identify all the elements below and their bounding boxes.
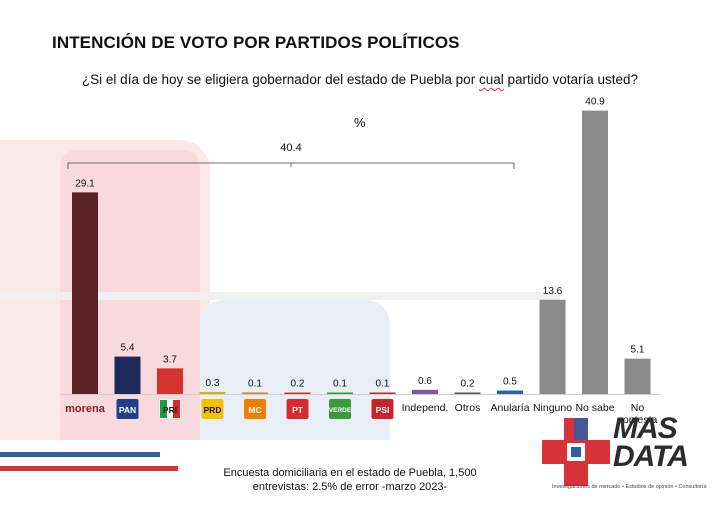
logo-text-pan: PAN [119,405,136,415]
question-text-underlined: cual [478,72,504,87]
logo-prd-icon [201,399,224,419]
bar-1 [114,356,141,394]
bracket-total-label: 40.4 [280,142,301,154]
value-label-8: 0.6 [418,376,432,387]
decorative-blue-stripe [0,452,160,457]
logo-mc-icon [244,399,266,419]
category-label-10: Anularía [490,402,529,414]
logo-text-prd: PRD [204,405,222,415]
bar-0 [72,192,98,394]
value-label-9: 0.2 [461,379,475,390]
brand-tagline: Investigaciones de mercado • Estudios de… [552,484,707,490]
value-label-3: 0.3 [206,378,220,389]
value-label-6: 0.1 [333,379,347,390]
bar-5 [284,392,311,394]
bar-10 [497,390,523,394]
question-text-start: ¿Si el día de hoy se eligiera gobernador… [81,72,479,87]
category-label-12: No sabe [575,402,614,414]
bar-2 [157,368,183,394]
category-label-9: Otros [455,402,481,414]
value-label-10: 0.5 [503,377,517,388]
logo-pt-icon [286,399,309,419]
category-label-13-1: contesta [618,414,658,426]
brand-cross-icon [542,418,610,486]
value-label-1: 5.4 [121,343,135,354]
value-label-0: 29.1 [75,178,95,189]
logo-psi-icon [371,399,394,419]
bar-6 [327,392,353,394]
value-label-13: 5.1 [631,345,645,356]
logo-verde-icon [329,399,351,419]
logo-pan-icon [116,399,139,419]
unit-label: % [354,115,366,130]
bar-11 [539,299,566,394]
value-label-2: 3.7 [163,354,177,365]
bar-13 [624,358,651,394]
bar-12 [582,110,608,394]
decorative-red-stripe [0,466,178,471]
question-text-end: partido votaría usted? [503,72,639,87]
value-label-11: 13.6 [543,286,563,297]
background-gray-band [0,292,560,300]
brand-name-data: DATA [613,440,689,473]
survey-question: ¿Si el día de hoy se eligiera gobernador… [0,72,720,87]
value-label-5: 0.2 [291,379,305,390]
brand-logo: MAS DATA Investigaciones de mercado • Es… [540,412,710,502]
bar-7 [369,392,396,394]
logo-text-pt: PT [292,405,304,415]
bar-9 [454,392,481,394]
logo-pri-red [173,400,180,418]
value-label-4: 0.1 [248,379,262,390]
bar-8 [412,389,438,394]
source-note: Encuesta domiciliaria en el estado de Pu… [200,466,500,494]
logo-text-pri: PRI [163,405,177,415]
logo-text-mc: MC [248,405,261,415]
bar-4 [242,392,268,394]
brand-name-mas: MAS [613,412,678,445]
logo-morena-icon: morena [65,403,106,415]
logo-text-psi: PSI [376,405,390,415]
value-label-7: 0.1 [376,379,390,390]
source-line-2: entrevistas: 2.5% de error -marzo 2023- [252,481,448,493]
category-label-13-0: No [631,402,645,414]
category-label-11: Ninguno [533,402,572,414]
value-label-12: 40.9 [585,97,605,108]
page-title: INTENCIÓN DE VOTO POR PARTIDOS POLÍTICOS [52,33,460,52]
bar-3 [199,391,226,394]
category-label-8: Independ. [402,402,449,414]
logo-pri-green [160,400,167,418]
logo-text-verde: VERDE [329,407,352,414]
source-line-1: Encuesta domiciliaria en el estado de Pu… [223,467,477,479]
